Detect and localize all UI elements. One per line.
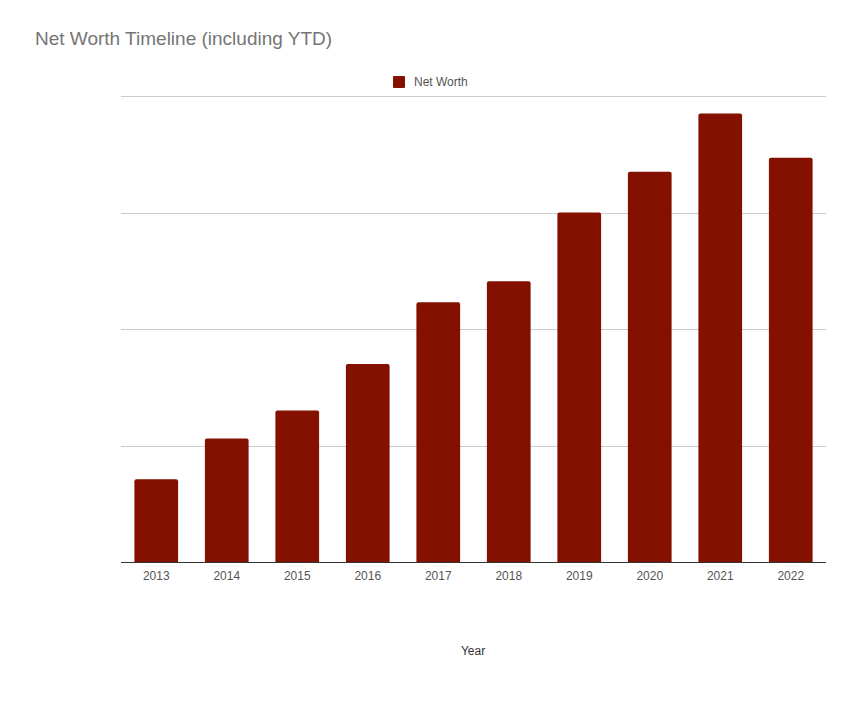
x-tick-label: 2020 [636, 569, 663, 583]
x-axis-label: Year [461, 644, 485, 658]
x-tick-label: 2021 [707, 569, 734, 583]
grid-line [121, 96, 826, 97]
bar [134, 479, 178, 562]
x-tick-label: 2016 [354, 569, 381, 583]
bar [346, 364, 390, 562]
chart-svg: Net Worth Timeline (including YTD) 2013 20… [0, 0, 862, 701]
bar [205, 439, 249, 562]
x-axis-line [121, 562, 826, 563]
bar [769, 158, 813, 562]
x-tick-label: 2018 [495, 569, 522, 583]
x-tick-label: 2019 [566, 569, 593, 583]
bar [487, 281, 531, 562]
x-tick-label: 2013 [143, 569, 170, 583]
x-tick-label: 2017 [425, 569, 452, 583]
legend: Net Worth [393, 75, 468, 89]
bar [698, 113, 742, 562]
chart-container: Net Worth Timeline (including YTD) 2013 20… [0, 0, 862, 701]
chart-title: Net Worth Timeline (including YTD) [35, 28, 332, 49]
legend-label: Net Worth [414, 75, 468, 89]
x-tick-label: 2022 [777, 569, 804, 583]
x-tick-label: 2014 [213, 569, 240, 583]
bars [134, 113, 812, 562]
bar [557, 213, 601, 563]
bar [275, 411, 319, 562]
x-tick-label: 2015 [284, 569, 311, 583]
bar [416, 302, 460, 562]
bar [628, 172, 672, 562]
legend-swatch [393, 76, 405, 88]
